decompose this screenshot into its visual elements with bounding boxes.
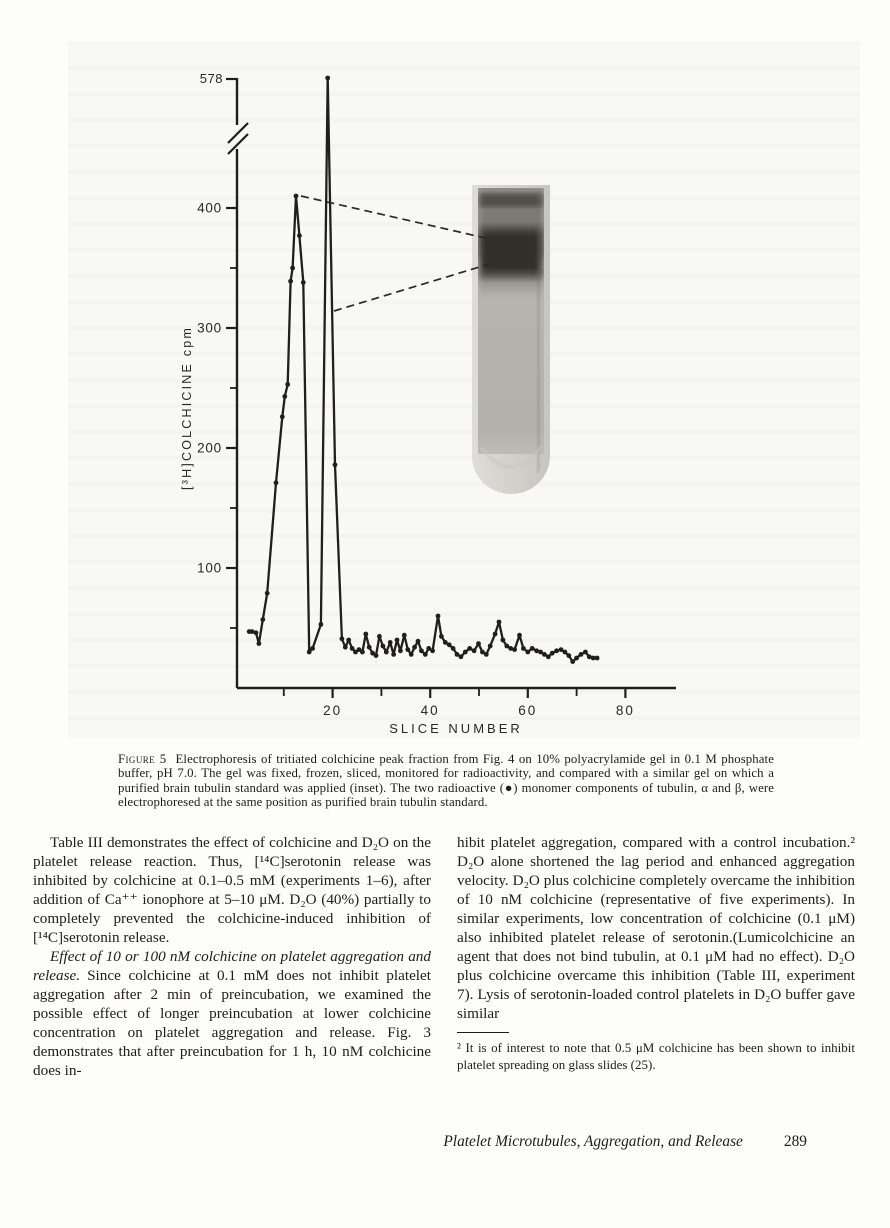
page-number: 289 <box>783 1133 807 1150</box>
paragraph: hibit platelet aggregation, compared wit… <box>457 834 855 1022</box>
footnote-rule <box>457 1032 509 1033</box>
running-title: Platelet Microtubules, Aggregation, and … <box>443 1133 743 1150</box>
paragraph: Effect of 10 or 100 nM colchicine on pla… <box>33 947 431 1080</box>
figure-caption-text: Electrophoresis of tritiated colchicine … <box>118 751 774 810</box>
paragraph-text: Since colchicine at 0.1 mM does not inhi… <box>33 967 431 1079</box>
svg-text:[³H]COLCHICINE cpm: [³H]COLCHICINE cpm <box>180 326 194 490</box>
axis-labels: 100 200 300 400 578 20 40 60 80 SLICE NUMBER [³H]C… <box>180 71 635 735</box>
svg-text:40: 40 <box>421 703 440 718</box>
svg-text:60: 60 <box>518 703 537 718</box>
y-axis-break-mark <box>227 133 249 155</box>
footnote: ² It is of interest to note that 0.5 μM … <box>457 1040 855 1072</box>
svg-text:80: 80 <box>616 703 635 718</box>
svg-text:SLICE NUMBER: SLICE NUMBER <box>389 721 523 735</box>
axes <box>226 77 676 698</box>
svg-text:200: 200 <box>197 441 222 456</box>
svg-text:400: 400 <box>197 201 222 216</box>
figure-caption-label: Figure 5 <box>118 751 167 766</box>
figure-caption: Figure 5 Electrophoresis of tritiated col… <box>118 752 774 810</box>
data-point-markers <box>246 75 600 664</box>
paragraph: Table III demonstrates the effect of col… <box>33 834 431 946</box>
body-column-left: Table III demonstrates the effect of col… <box>33 833 431 1080</box>
svg-text:300: 300 <box>197 321 222 336</box>
connector-dashed-lines <box>300 195 497 312</box>
gel-top-smear <box>480 194 542 207</box>
body-column-right: hibit platelet aggregation, compared wit… <box>457 833 855 1073</box>
paragraph-italic-lead: Effect of 10 or 100 nM colchicine on pla… <box>33 948 431 984</box>
page-footer: Platelet Microtubules, Aggregation, and … <box>0 1133 807 1151</box>
y-axis-break-mark <box>227 122 249 144</box>
colchicine-electrophoresis-chart: 100 200 300 400 578 20 40 60 80 SLICE NUMBER [³H]C… <box>180 71 676 735</box>
gel-inset <box>472 185 550 494</box>
figure-photo-area <box>68 42 860 738</box>
svg-text:578: 578 <box>200 71 223 86</box>
gel-bottom-meniscus <box>480 446 542 469</box>
svg-text:100: 100 <box>197 561 222 576</box>
svg-text:20: 20 <box>323 703 342 718</box>
